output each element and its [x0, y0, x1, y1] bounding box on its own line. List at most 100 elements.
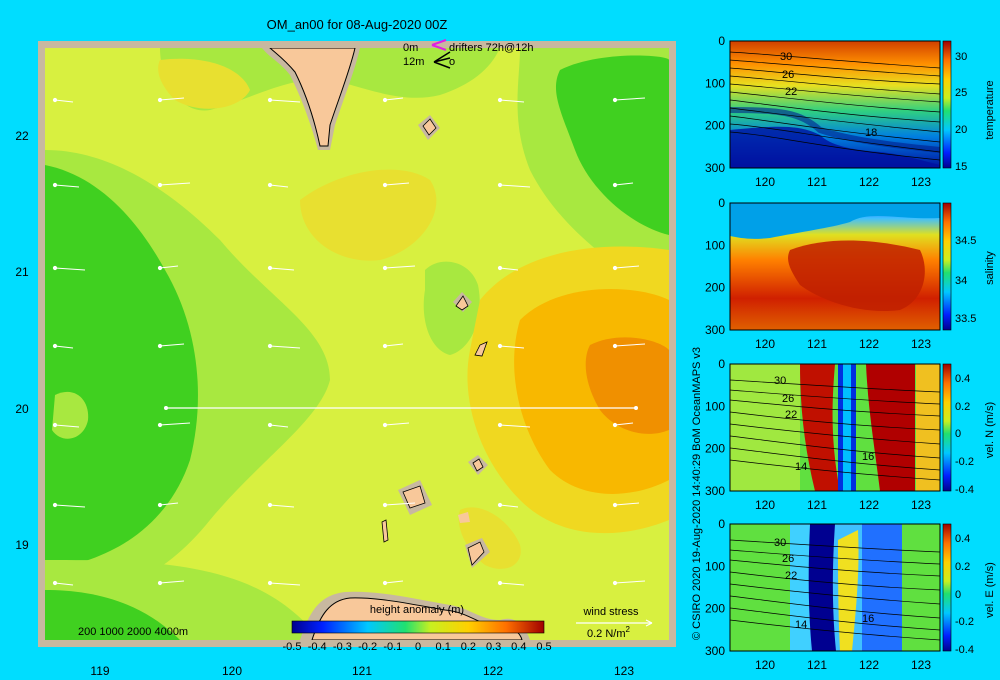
- isobath-legend: 200 1000 2000 4000m: [78, 626, 188, 638]
- wind-arrow: [499, 184, 531, 188]
- panel-lon-tick: 120: [755, 175, 775, 189]
- wind-arrow: [269, 99, 301, 103]
- lat-tick-22: 22: [15, 129, 29, 143]
- temp-cbar-tick-0: 30: [955, 51, 967, 63]
- legend-12m-marker: o: [449, 56, 455, 68]
- wind-arrow: [384, 502, 416, 506]
- lat-tick-21: 21: [15, 265, 29, 279]
- wind-arrow: [384, 97, 404, 101]
- salinity-axis-label: salinity: [984, 251, 996, 285]
- legend-drifters: drifters 72h@12h: [449, 42, 534, 54]
- vele-contour-label-22: 22: [785, 570, 797, 582]
- wind-arrow-head: [157, 182, 163, 188]
- wind-arrow: [614, 343, 646, 347]
- panel-salinity: 34.5 34 33.5 salinity: [729, 202, 996, 331]
- wind-arrow: [54, 504, 86, 508]
- veln-cbar-tick-0: 0.4: [955, 373, 970, 385]
- colorbar-tick-label: 0.3: [486, 641, 501, 653]
- panel-lon-tick: 123: [911, 175, 931, 189]
- temp-contour-label-30: 30: [780, 51, 792, 63]
- wind-arrow-head: [382, 97, 388, 103]
- wind-arrow: [269, 582, 301, 586]
- colorbar-tick-labels: -0.5 -0.4 -0.3 -0.2 -0.1 0 0.1 0.2 0.3 0.4 0.5: [283, 641, 552, 653]
- vele-contour-label-14: 14: [795, 619, 807, 631]
- wind-arrow: [269, 184, 289, 188]
- wind-arrow: [614, 502, 640, 506]
- wind-arrow-head: [157, 422, 163, 428]
- veln-contour-label-26: 26: [782, 393, 794, 405]
- temperature-axis-label: temperature: [984, 80, 996, 139]
- wind-arrow-head: [612, 422, 618, 428]
- panel-depth-tick: 0: [718, 357, 725, 371]
- wind-arrow-head: [52, 422, 58, 428]
- wind-arrow: [54, 184, 80, 188]
- wind-arrow-head: [382, 265, 388, 271]
- wind-arrow: [614, 580, 646, 584]
- wind-arrow-head: [382, 580, 388, 586]
- panel-depth-tick: 200: [705, 602, 725, 616]
- panel-lon-tick: 122: [859, 498, 879, 512]
- wind-arrow-head: [267, 182, 273, 188]
- wind-arrow: [159, 182, 191, 186]
- wind-arrow-head: [497, 502, 503, 508]
- lon-tick-119: 119: [90, 664, 109, 678]
- colorbar-tick-label: 0.5: [536, 641, 551, 653]
- panel-depth-tick: 0: [718, 196, 725, 210]
- wind-arrow: [54, 345, 74, 349]
- wind-arrow-head: [52, 97, 58, 103]
- veln-cbar-tick-3: -0.2: [955, 456, 974, 468]
- wind-stress-title: wind stress: [582, 606, 639, 618]
- wind-arrow-head: [157, 580, 163, 586]
- wind-arrow-head: [267, 422, 273, 428]
- wind-arrow-head: [157, 265, 163, 271]
- wind-arrow-head: [497, 580, 503, 586]
- wind-arrow-head: [52, 580, 58, 586]
- wind-arrow-head: [267, 580, 273, 586]
- panel-depth-tick: 300: [705, 484, 725, 498]
- wind-arrow-head: [382, 502, 388, 508]
- panel-depth-tick: 0: [718, 517, 725, 531]
- temp-contour-label-26: 26: [782, 69, 794, 81]
- wind-arrow-head: [497, 182, 503, 188]
- lat-tick-19: 19: [15, 538, 29, 552]
- drifter-12m-icon: [433, 51, 451, 69]
- wind-arrow: [614, 97, 646, 101]
- panel-depth-tick: 100: [705, 399, 725, 413]
- colorbar-tick-label: -0.5: [283, 641, 302, 653]
- panel-depth-tick: 300: [705, 161, 725, 175]
- panel-lon-tick: 120: [755, 337, 775, 351]
- wind-arrow-head: [157, 343, 163, 349]
- panel-lon-tick: 122: [859, 658, 879, 672]
- vel-n-axis-label: vel. N (m/s): [984, 402, 996, 458]
- vel-e-colorbar: [942, 523, 952, 652]
- wind-arrow-head: [382, 182, 388, 188]
- panel-lon-tick: 122: [859, 337, 879, 351]
- wind-arrow-head: [267, 265, 273, 271]
- wind-arrow: [384, 422, 410, 426]
- sal-cbar-tick-0: 34.5: [955, 235, 976, 247]
- temp-cbar-tick-1: 25: [955, 87, 967, 99]
- wind-arrow-head: [52, 182, 58, 188]
- temp-cbar-tick-3: 15: [955, 161, 967, 173]
- wind-arrow-head: [52, 343, 58, 349]
- map-panel: 119 120 121 122 123 22 21 20 19 OM_an00 …: [15, 17, 676, 678]
- lon-tick-120: 120: [222, 664, 242, 678]
- wind-arrow-head: [497, 422, 503, 428]
- wind-arrow: [499, 582, 525, 586]
- map-title: OM_an00 for 08-Aug-2020 00Z: [267, 17, 448, 32]
- colorbar-tick-label: 0: [415, 641, 421, 653]
- legend-depth-12m: 12m: [403, 56, 424, 68]
- colorbar-tick-label: 0.2: [461, 641, 476, 653]
- wind-arrow: [159, 265, 179, 269]
- legend-depth-0m: 0m: [403, 42, 418, 54]
- lat-tick-20: 20: [15, 402, 29, 416]
- wind-arrow-head: [612, 580, 618, 586]
- wind-arrow: [499, 345, 525, 349]
- wind-arrow: [159, 343, 185, 347]
- wind-arrow: [159, 502, 179, 506]
- wind-arrow: [499, 424, 531, 428]
- panel-lon-tick: 122: [859, 175, 879, 189]
- panel-lon-tick: 121: [807, 175, 827, 189]
- wind-arrow-head: [157, 502, 163, 508]
